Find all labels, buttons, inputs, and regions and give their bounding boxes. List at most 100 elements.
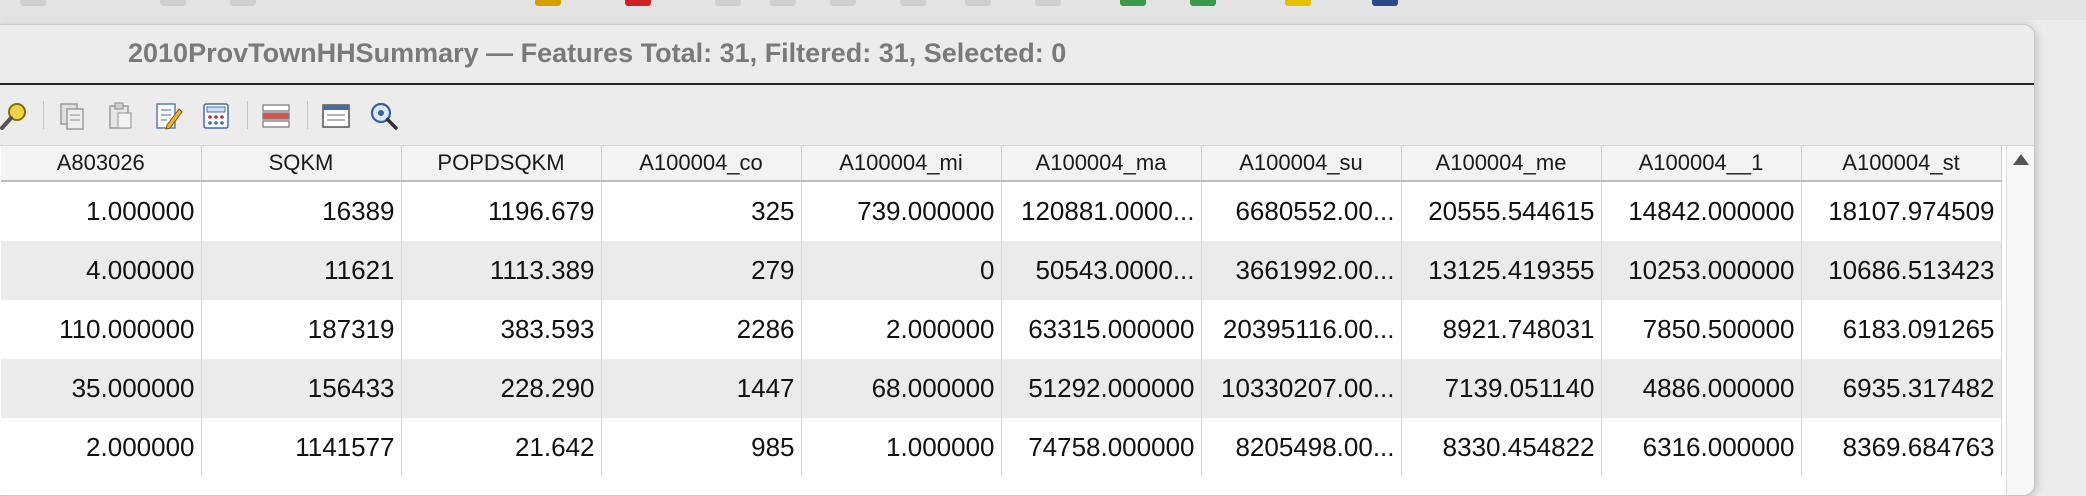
zoom-to-selection-icon <box>370 102 398 130</box>
table-cell[interactable]: 2286 <box>601 300 802 359</box>
toolbar-icon[interactable] <box>1035 0 1061 6</box>
table-cell[interactable]: 20395116.00... <box>1201 300 1402 359</box>
column-header[interactable]: A100004_co <box>601 146 802 182</box>
table-cell[interactable]: 985 <box>601 418 802 477</box>
table-cell[interactable]: 35.000000 <box>1 359 202 418</box>
table-cell[interactable]: 120881.0000... <box>1001 181 1202 241</box>
table-cell[interactable]: 7850.500000 <box>1601 300 1802 359</box>
table-cell[interactable]: 2.000000 <box>801 300 1002 359</box>
table-cell[interactable]: 228.290 <box>401 359 602 418</box>
table-cell[interactable]: 383.593 <box>401 300 602 359</box>
table-cell[interactable]: 74758.000000 <box>1001 418 1202 477</box>
zoom-to-selection-button[interactable] <box>367 99 401 133</box>
toolbar-icon[interactable] <box>1372 0 1398 6</box>
table-cell[interactable]: 8330.454822 <box>1401 418 1602 477</box>
toolbar-icon[interactable] <box>965 0 991 6</box>
toolbar-icon[interactable] <box>1190 0 1216 6</box>
table-cell[interactable]: 110.000000 <box>1 300 202 359</box>
toolbar-separator <box>247 101 248 129</box>
table-cell[interactable]: 4886.000000 <box>1601 359 1802 418</box>
table-cell[interactable]: 1.000000 <box>801 418 1002 477</box>
conditional-formatting-button[interactable] <box>259 99 293 133</box>
toolbar-icon[interactable] <box>535 0 561 6</box>
column-header[interactable]: A100004_su <box>1201 146 1402 182</box>
table-cell[interactable]: 739.000000 <box>801 181 1002 241</box>
table-row[interactable]: 2.000000 1141577 21.642 985 1.000000 747… <box>1 418 2002 477</box>
column-header[interactable]: A803026 <box>1 146 202 182</box>
table-cell[interactable]: 8205498.00... <box>1201 418 1402 477</box>
toolbar-icon[interactable] <box>900 0 926 6</box>
table-cell[interactable]: 279 <box>601 241 802 300</box>
table-cell[interactable]: 13125.419355 <box>1401 241 1602 300</box>
attribute-grid: A803026 SQKM POPDSQKM A100004_co A100004… <box>1 146 2002 477</box>
table-cell[interactable]: 1196.679 <box>401 181 602 241</box>
select-by-expression-button[interactable] <box>0 99 31 133</box>
table-cell[interactable]: 21.642 <box>401 418 602 477</box>
scroll-up-arrow-icon[interactable] <box>2013 154 2029 165</box>
vertical-scrollbar[interactable] <box>2006 146 2034 495</box>
table-cell[interactable]: 68.000000 <box>801 359 1002 418</box>
column-header[interactable]: A100004_st <box>1801 146 2002 182</box>
table-cell[interactable]: 6316.000000 <box>1601 418 1802 477</box>
table-cell[interactable]: 6935.317482 <box>1801 359 2002 418</box>
toolbar-icon[interactable] <box>230 0 256 6</box>
toolbar-icon[interactable] <box>770 0 796 6</box>
table-cell[interactable]: 51292.000000 <box>1001 359 1202 418</box>
toolbar-separator <box>307 101 308 129</box>
table-cell[interactable]: 3661992.00... <box>1201 241 1402 300</box>
table-cell[interactable]: 4.000000 <box>1 241 202 300</box>
table-row[interactable]: 4.000000 11621 1113.389 279 0 50543.0000… <box>1 241 2002 300</box>
table-cell[interactable]: 187319 <box>201 300 402 359</box>
table-cell[interactable]: 63315.000000 <box>1001 300 1202 359</box>
toolbar-icon[interactable] <box>1120 0 1146 6</box>
table-row[interactable]: 1.000000 16389 1196.679 325 739.000000 1… <box>1 181 2002 241</box>
table-cell[interactable]: 10686.513423 <box>1801 241 2002 300</box>
toolbar-icon[interactable] <box>830 0 856 6</box>
table-cell[interactable]: 325 <box>601 181 802 241</box>
table-cell[interactable]: 1113.389 <box>401 241 602 300</box>
app-toolbar-strip <box>0 0 2086 20</box>
table-cell[interactable]: 0 <box>801 241 1002 300</box>
column-header[interactable]: POPDSQKM <box>401 146 602 182</box>
table-cell[interactable]: 7139.051140 <box>1401 359 1602 418</box>
table-cell[interactable]: 2.000000 <box>1 418 202 477</box>
table-cell[interactable]: 10253.000000 <box>1601 241 1802 300</box>
paste-icon <box>109 102 132 129</box>
table-cell[interactable]: 8369.684763 <box>1801 418 2002 477</box>
table-row[interactable]: 35.000000 156433 228.290 1447 68.000000 … <box>1 359 2002 418</box>
column-header[interactable]: A100004_me <box>1401 146 1602 182</box>
dock-table-button[interactable] <box>319 99 353 133</box>
column-header[interactable]: A100004_ma <box>1001 146 1202 182</box>
column-header[interactable]: SQKM <box>201 146 402 182</box>
table-cell[interactable]: 50543.0000... <box>1001 241 1202 300</box>
window-titlebar[interactable]: 2010ProvTownHHSummary — Features Total: … <box>0 25 2034 85</box>
table-cell[interactable]: 1447 <box>601 359 802 418</box>
toggle-editing-button[interactable] <box>151 99 185 133</box>
table-cell[interactable]: 6680552.00... <box>1201 181 1402 241</box>
table-cell[interactable]: 156433 <box>201 359 402 418</box>
table-cell[interactable]: 10330207.00... <box>1201 359 1402 418</box>
toolbar-icon[interactable] <box>715 0 741 6</box>
table-cell[interactable]: 8921.748031 <box>1401 300 1602 359</box>
table-cell[interactable]: 18107.974509 <box>1801 181 2002 241</box>
field-calculator-button[interactable] <box>199 99 233 133</box>
table-row[interactable]: 110.000000 187319 383.593 2286 2.000000 … <box>1 300 2002 359</box>
toolbar-icon[interactable] <box>160 0 186 6</box>
column-header[interactable]: A100004__1 <box>1601 146 1802 182</box>
toolbar-icon[interactable] <box>625 0 651 6</box>
copy-selected-button[interactable] <box>55 99 89 133</box>
column-header[interactable]: A100004_mi <box>801 146 1002 182</box>
table-cell[interactable]: 1.000000 <box>1 181 202 241</box>
table-cell[interactable]: 6183.091265 <box>1801 300 2002 359</box>
table-cell[interactable]: 20555.544615 <box>1401 181 1602 241</box>
toolbar-icon[interactable] <box>1285 0 1311 6</box>
toolbar-icon[interactable] <box>20 0 46 6</box>
window-title: 2010ProvTownHHSummary — Features Total: … <box>128 38 1067 68</box>
table-cell[interactable]: 11621 <box>201 241 402 300</box>
conditional-formatting-icon <box>262 104 290 128</box>
table-cell[interactable]: 1141577 <box>201 418 402 477</box>
table-cell[interactable]: 16389 <box>201 181 402 241</box>
table-cell[interactable]: 14842.000000 <box>1601 181 1802 241</box>
paste-button[interactable] <box>103 99 137 133</box>
select-by-expression-icon <box>0 103 26 130</box>
